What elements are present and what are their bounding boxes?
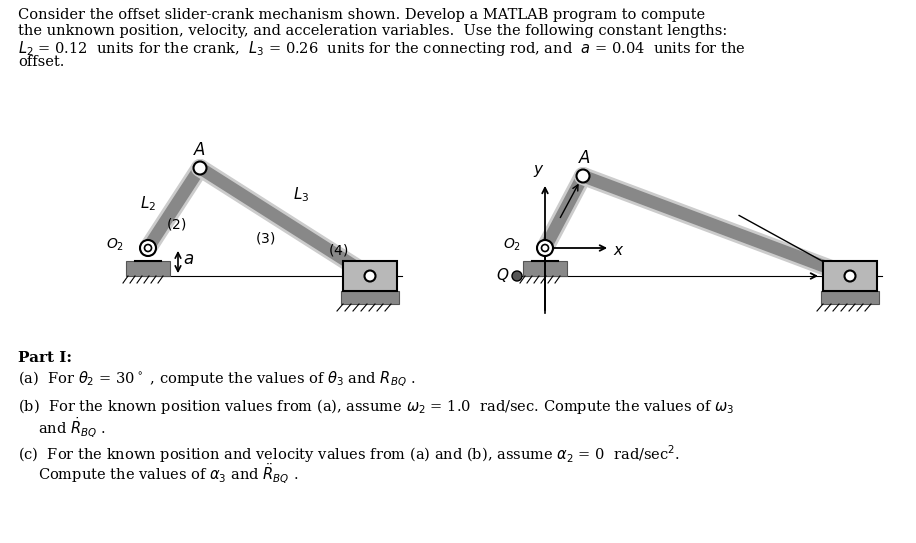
Text: (b)  For the known position values from (a), assume $\omega_2$ = 1.0  rad/sec. C: (b) For the known position values from (… xyxy=(18,397,734,416)
Text: the unknown position, velocity, and acceleration variables.  Use the following c: the unknown position, velocity, and acce… xyxy=(18,23,727,37)
Text: $a$: $a$ xyxy=(183,251,194,268)
Text: $A$: $A$ xyxy=(578,150,592,167)
Text: $Q$: $Q$ xyxy=(496,266,509,284)
Text: $L_2$: $L_2$ xyxy=(140,194,156,213)
Bar xyxy=(126,261,170,276)
Text: $(2)$: $(2)$ xyxy=(166,216,186,232)
Text: $B$: $B$ xyxy=(378,266,389,282)
Circle shape xyxy=(512,271,522,281)
Text: $O_2$: $O_2$ xyxy=(106,237,124,253)
Text: $L_2$ = 0.12  units for the crank,  $L_3$ = 0.26  units for the connecting rod, : $L_2$ = 0.12 units for the crank, $L_3$ … xyxy=(18,39,746,58)
Text: $x$: $x$ xyxy=(613,244,625,258)
Bar xyxy=(823,261,877,291)
Circle shape xyxy=(576,169,590,182)
Text: $(3)$: $(3)$ xyxy=(255,230,275,246)
Bar xyxy=(343,261,397,291)
Text: offset.: offset. xyxy=(18,54,64,68)
Text: (c)  For the known position and velocity values from (a) and (b), assume $\alpha: (c) For the known position and velocity … xyxy=(18,444,681,465)
Text: $L_3$: $L_3$ xyxy=(293,185,310,204)
Circle shape xyxy=(365,270,376,281)
Circle shape xyxy=(140,240,156,256)
Circle shape xyxy=(193,161,206,174)
Text: $B$: $B$ xyxy=(858,266,869,282)
Text: $(4)$: $(4)$ xyxy=(328,242,348,258)
Text: Consider the offset slider-crank mechanism shown. Develop a MATLAB program to co: Consider the offset slider-crank mechani… xyxy=(18,8,705,22)
Bar xyxy=(821,291,879,304)
Text: $O_2$: $O_2$ xyxy=(503,237,521,253)
Circle shape xyxy=(537,240,553,256)
Text: Compute the values of $\alpha_3$ and $\ddot{R}_{BQ}$ .: Compute the values of $\alpha_3$ and $\d… xyxy=(38,462,299,486)
Bar xyxy=(341,291,399,304)
Text: (a)  For $\theta_2$ = 30$^\circ$ , compute the values of $\theta_3$ and $R_{BQ}$: (a) For $\theta_2$ = 30$^\circ$ , comput… xyxy=(18,369,416,389)
Text: and $\dot{R}_{BQ}$ .: and $\dot{R}_{BQ}$ . xyxy=(38,416,106,440)
Text: $y$: $y$ xyxy=(533,163,545,179)
Circle shape xyxy=(845,270,856,281)
Circle shape xyxy=(145,244,151,251)
Circle shape xyxy=(541,244,549,251)
Text: Part I:: Part I: xyxy=(18,351,72,365)
Text: $A$: $A$ xyxy=(193,142,207,159)
Bar xyxy=(523,261,567,276)
